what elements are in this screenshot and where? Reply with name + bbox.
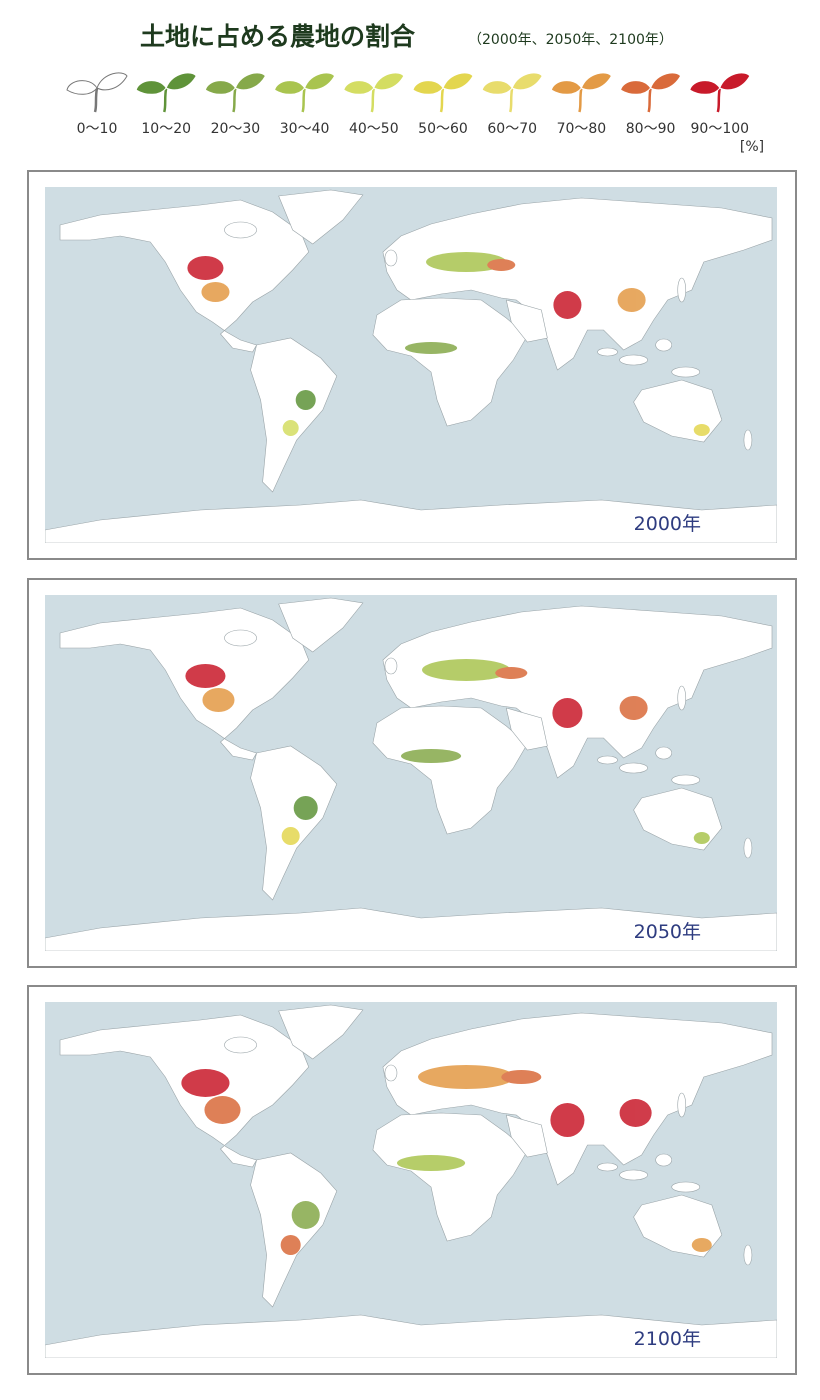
map-year: 2050年 (633, 921, 701, 943)
legend-icon (204, 72, 266, 113)
sprout-leaf (96, 72, 128, 91)
legend-icon (620, 72, 682, 113)
legend-icon (343, 72, 405, 113)
legend-icon (689, 72, 751, 113)
sprout-leaf (481, 80, 513, 95)
sprout-leaf (719, 72, 751, 91)
map-panel: 2000年 (27, 170, 797, 560)
legend-label: 70〜80 (557, 121, 607, 137)
sprout-stem (301, 87, 306, 113)
sprout-stem (439, 87, 445, 113)
sprout-leaf (620, 80, 652, 95)
sprout-leaf (580, 72, 612, 91)
world-map (45, 187, 777, 543)
legend-label: 30〜40 (280, 121, 330, 137)
legend-unit: [%] (740, 139, 764, 155)
legend-label: 20〜30 (211, 121, 261, 137)
legend-label: 60〜70 (487, 121, 537, 137)
sprout-stem (647, 87, 652, 113)
legend-icon (274, 72, 336, 113)
legend-icon (135, 72, 197, 113)
world-map (45, 1002, 777, 1358)
legend-label: 40〜50 (349, 121, 399, 137)
sprout-leaf (303, 72, 336, 91)
sprout-stem (578, 87, 583, 113)
sprout-leaf (649, 72, 682, 91)
sprout-leaf (165, 72, 197, 91)
sprout-leaf (689, 80, 721, 95)
map-year: 2100年 (633, 1328, 701, 1350)
sprout-stem (370, 87, 376, 113)
legend-label: 10〜20 (141, 121, 191, 137)
legend: 0〜10 10〜20 20〜30 30〜40 40〜50 50〜60 60〜70 70〜80 8… (66, 72, 751, 137)
sprout-stem (232, 87, 237, 113)
sprout-leaf (550, 80, 583, 95)
sprout-leaf (135, 80, 167, 95)
legend-label: 90〜100 (691, 121, 750, 137)
subtitle: （2000年、2050年、2100年） (468, 32, 673, 48)
sprout-leaf (373, 72, 405, 91)
world-map (45, 595, 777, 951)
legend-icon (66, 72, 128, 113)
sprout-leaf (204, 80, 237, 95)
sprout-leaf (412, 80, 444, 95)
map-panel: 2050年 (27, 578, 797, 968)
sprout-stem (162, 87, 168, 113)
legend-label: 80〜90 (626, 121, 676, 137)
sprout-stem (716, 87, 722, 113)
sprout-stem (508, 87, 514, 113)
legend-icon (550, 72, 612, 113)
sprout-leaf (511, 72, 543, 91)
header: 土地に占める農地の割合 （2000年、2050年、2100年） 0〜10 10〜2… (66, 22, 764, 155)
map-panel: 2100年 (27, 985, 797, 1375)
legend-label: 50〜60 (418, 121, 468, 137)
legend-label: 0〜10 (77, 121, 118, 137)
map-year: 2000年 (633, 513, 701, 535)
sprout-stem (93, 87, 99, 113)
sprout-leaf (66, 80, 98, 95)
legend-icon (412, 72, 474, 113)
sprout-leaf (343, 80, 375, 95)
legend-icon (481, 72, 543, 113)
sprout-leaf (442, 72, 474, 91)
sprout-leaf (274, 80, 306, 95)
title: 土地に占める農地の割合 (140, 22, 416, 51)
sprout-leaf (234, 72, 266, 91)
